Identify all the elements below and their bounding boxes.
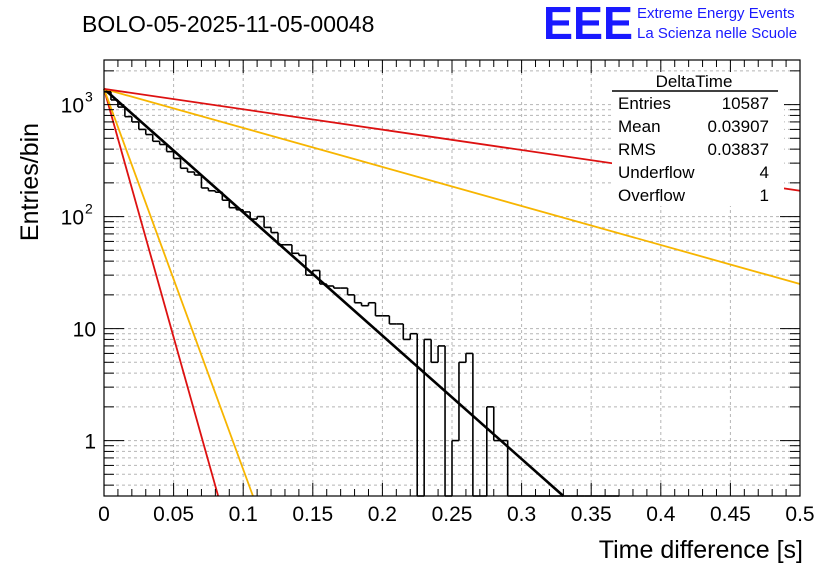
stats-value-entries: 10587: [722, 94, 769, 113]
x-tick-label: 0.05: [153, 503, 194, 526]
x-tick-label: 0.1: [229, 503, 258, 526]
stats-value-rms: 0.03837: [708, 140, 769, 159]
stats-value-underflow: 4: [760, 163, 769, 182]
y-tick-label: 1: [84, 431, 96, 454]
x-tick-label: 0.15: [292, 503, 333, 526]
stats-label-rms: RMS: [618, 140, 656, 159]
stats-box-bg: [612, 72, 784, 206]
x-tick-label: 0.3: [507, 503, 536, 526]
eee-logo: EEE Extreme Energy Events La Scienza nel…: [543, 0, 797, 49]
fit-curve-steep-red: [103, 88, 220, 497]
y-axis-title: Entries/bin: [16, 123, 44, 241]
logo-line-2: La Scienza nelle Scuole: [637, 25, 797, 42]
stats-box: DeltaTime Entries 10587 Mean 0.03907 RMS…: [612, 72, 784, 206]
plot-frame: [103, 59, 801, 497]
x-tick-label: 0.25: [432, 503, 473, 526]
y-tick-label: 10: [61, 95, 84, 118]
page-title: BOLO-05-2025-11-05-00048: [82, 11, 374, 37]
stats-label-overflow: Overflow: [618, 186, 686, 205]
x-axis-title: Time difference [s]: [599, 536, 803, 564]
stats-label-underflow: Underflow: [618, 163, 695, 182]
x-tick-label: 0.5: [785, 503, 814, 526]
logo-mark: EEE: [543, 0, 633, 49]
y-tick-exponent: 3: [85, 89, 93, 105]
x-tick-label: 0: [98, 503, 110, 526]
stats-title: DeltaTime: [656, 72, 733, 91]
y-tick-label: 10: [61, 207, 84, 230]
stats-value-mean: 0.03907: [708, 117, 769, 136]
stats-label-entries: Entries: [618, 94, 671, 113]
x-tick-label: 0.4: [646, 503, 676, 526]
x-tick-label: 0.45: [710, 503, 751, 526]
x-tick-label: 0.2: [368, 503, 397, 526]
fit-curve-steep-orange: [103, 88, 254, 497]
x-tick-label: 0.35: [571, 503, 612, 526]
stats-value-overflow: 1: [760, 186, 769, 205]
axis-ticks: [103, 60, 801, 496]
fit-curve-shallow-orange: [103, 88, 801, 285]
y-tick-exponent: 2: [85, 201, 93, 217]
tick-labels: 0 0.05 0.1 0.15 0.2 0.25 0.3 0.35 0.4 0.45 0.5 1 10 1…: [61, 89, 815, 526]
stats-label-mean: Mean: [618, 117, 661, 136]
y-tick-label: 10: [73, 319, 96, 342]
logo-line-1: Extreme Energy Events: [637, 5, 795, 22]
